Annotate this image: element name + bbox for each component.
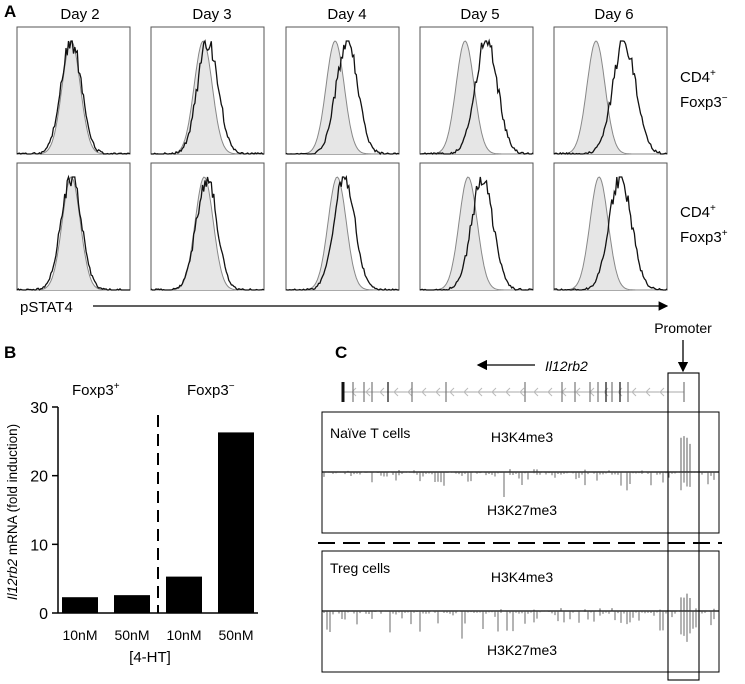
naive-h3k4me3-label: H3K4me3	[491, 429, 553, 445]
bar-chart-x-axis-title: [4-HT]	[129, 649, 171, 666]
histogram-cell	[419, 162, 534, 291]
y-tick-label: 10	[30, 537, 48, 554]
day-label: Day 6	[594, 6, 633, 23]
treg-chip-tracks	[323, 593, 715, 642]
panel-b-letter: B	[4, 343, 16, 362]
x-tick-label: 10nM	[166, 627, 201, 643]
treg-h3k27me3-label: H3K27me3	[487, 642, 557, 658]
promoter-label: Promoter	[654, 320, 712, 336]
histogram-cell	[553, 26, 668, 155]
day-labels: Day 2 Day 3 Day 4 Day 5 Day 6	[60, 6, 633, 23]
bar	[62, 597, 98, 613]
treg-cells-label: Treg cells	[330, 560, 390, 576]
histogram-cell	[150, 26, 265, 155]
naive-h3k27me3-label: H3K27me3	[487, 502, 557, 518]
svg-text:Foxp3+: Foxp3+	[680, 228, 728, 246]
y-tick-label: 30	[30, 400, 48, 417]
histogram-cell	[285, 26, 400, 156]
day-label: Day 4	[327, 6, 366, 23]
x-tick-label: 10nM	[62, 627, 97, 643]
bar	[218, 432, 254, 613]
histogram-cell	[285, 162, 400, 291]
gene-track	[341, 382, 685, 402]
svg-text:CD4+: CD4+	[680, 68, 716, 86]
bar	[114, 595, 150, 613]
bar-chart-y-axis-title: Il12rb2 mRNA (fold induction)	[5, 424, 20, 600]
group-label-foxp3-neg: Foxp3−	[187, 381, 235, 399]
x-tick-label: 50nM	[114, 627, 149, 643]
panel-a-letter: A	[4, 2, 16, 21]
histogram-cell	[150, 162, 265, 291]
row-label-foxp3-pos: CD4+ Foxp3+	[680, 203, 728, 246]
svg-text:CD4+: CD4+	[680, 203, 716, 221]
bar-chart: 0 10 20 30 10nM 50nM 10nM 50nM	[30, 400, 258, 643]
histogram-grid	[16, 26, 668, 291]
y-tick-label: 20	[30, 469, 48, 486]
treg-h3k4me3-label: H3K4me3	[491, 569, 553, 585]
row-label-foxp3-neg: CD4+ Foxp3−	[680, 68, 728, 111]
pstat4-axis-label: pSTAT4	[20, 299, 73, 316]
panel-c-letter: C	[335, 343, 347, 362]
naive-chip-tracks	[323, 436, 715, 497]
histogram-cell	[16, 162, 131, 291]
histogram-cell	[16, 26, 131, 155]
svg-text:Foxp3−: Foxp3−	[680, 93, 728, 111]
day-label: Day 3	[192, 6, 231, 23]
histogram-cell	[419, 26, 534, 155]
day-label: Day 5	[460, 6, 499, 23]
group-label-foxp3-pos: Foxp3+	[72, 381, 120, 399]
day-label: Day 2	[60, 6, 99, 23]
bar	[166, 576, 202, 613]
promoter-highlight-box	[667, 372, 700, 681]
naive-t-cells-label: Naïve T cells	[330, 425, 410, 441]
gene-name-label: Il12rb2	[545, 358, 588, 374]
y-tick-label: 0	[39, 606, 48, 623]
x-tick-label: 50nM	[218, 627, 253, 643]
histogram-cell	[553, 162, 668, 291]
